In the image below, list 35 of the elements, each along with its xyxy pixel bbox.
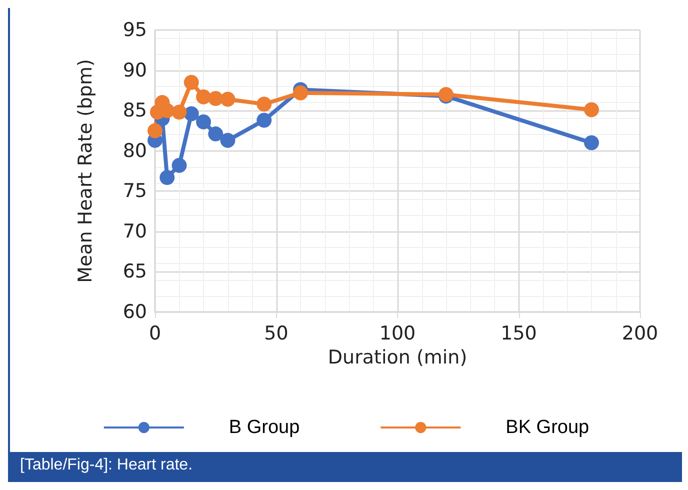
point xyxy=(196,89,211,104)
point xyxy=(184,106,199,122)
y-tick-label: 70 xyxy=(122,220,147,242)
point xyxy=(208,90,224,106)
x-tick-label: 150 xyxy=(500,322,537,344)
point xyxy=(160,170,175,185)
x-tick-label: 0 xyxy=(148,322,162,344)
y-tick-label: 85 xyxy=(122,100,147,122)
x-tick-label: 50 xyxy=(264,322,288,344)
y-tick-label: 65 xyxy=(122,260,147,283)
text: [Table/Fig-4]: Heart rate. xyxy=(20,456,193,474)
y-tick-label: 95 xyxy=(122,19,147,41)
point xyxy=(584,102,599,118)
y-tick-label: 60 xyxy=(122,301,147,323)
point xyxy=(172,158,187,173)
point xyxy=(172,104,187,120)
point xyxy=(196,114,211,130)
point xyxy=(256,112,272,128)
point xyxy=(256,96,272,112)
x-axis-title: Duration (min) xyxy=(328,346,468,368)
point xyxy=(148,123,162,138)
y-tick-label: 75 xyxy=(122,180,147,202)
y-tick-label: 80 xyxy=(122,140,147,162)
legend-label: B Group xyxy=(228,417,300,438)
point xyxy=(220,92,236,107)
point xyxy=(293,85,308,100)
point xyxy=(220,132,236,148)
point xyxy=(208,126,224,142)
x-tick-label: 100 xyxy=(379,322,416,344)
point xyxy=(584,135,599,150)
x-tick-label: 200 xyxy=(622,322,658,344)
point xyxy=(184,74,199,90)
y-axis-title: Mean Heart Rate (bpm) xyxy=(74,59,96,283)
y-tick-label: 90 xyxy=(122,59,147,82)
legend-label: BK Group xyxy=(506,417,590,438)
